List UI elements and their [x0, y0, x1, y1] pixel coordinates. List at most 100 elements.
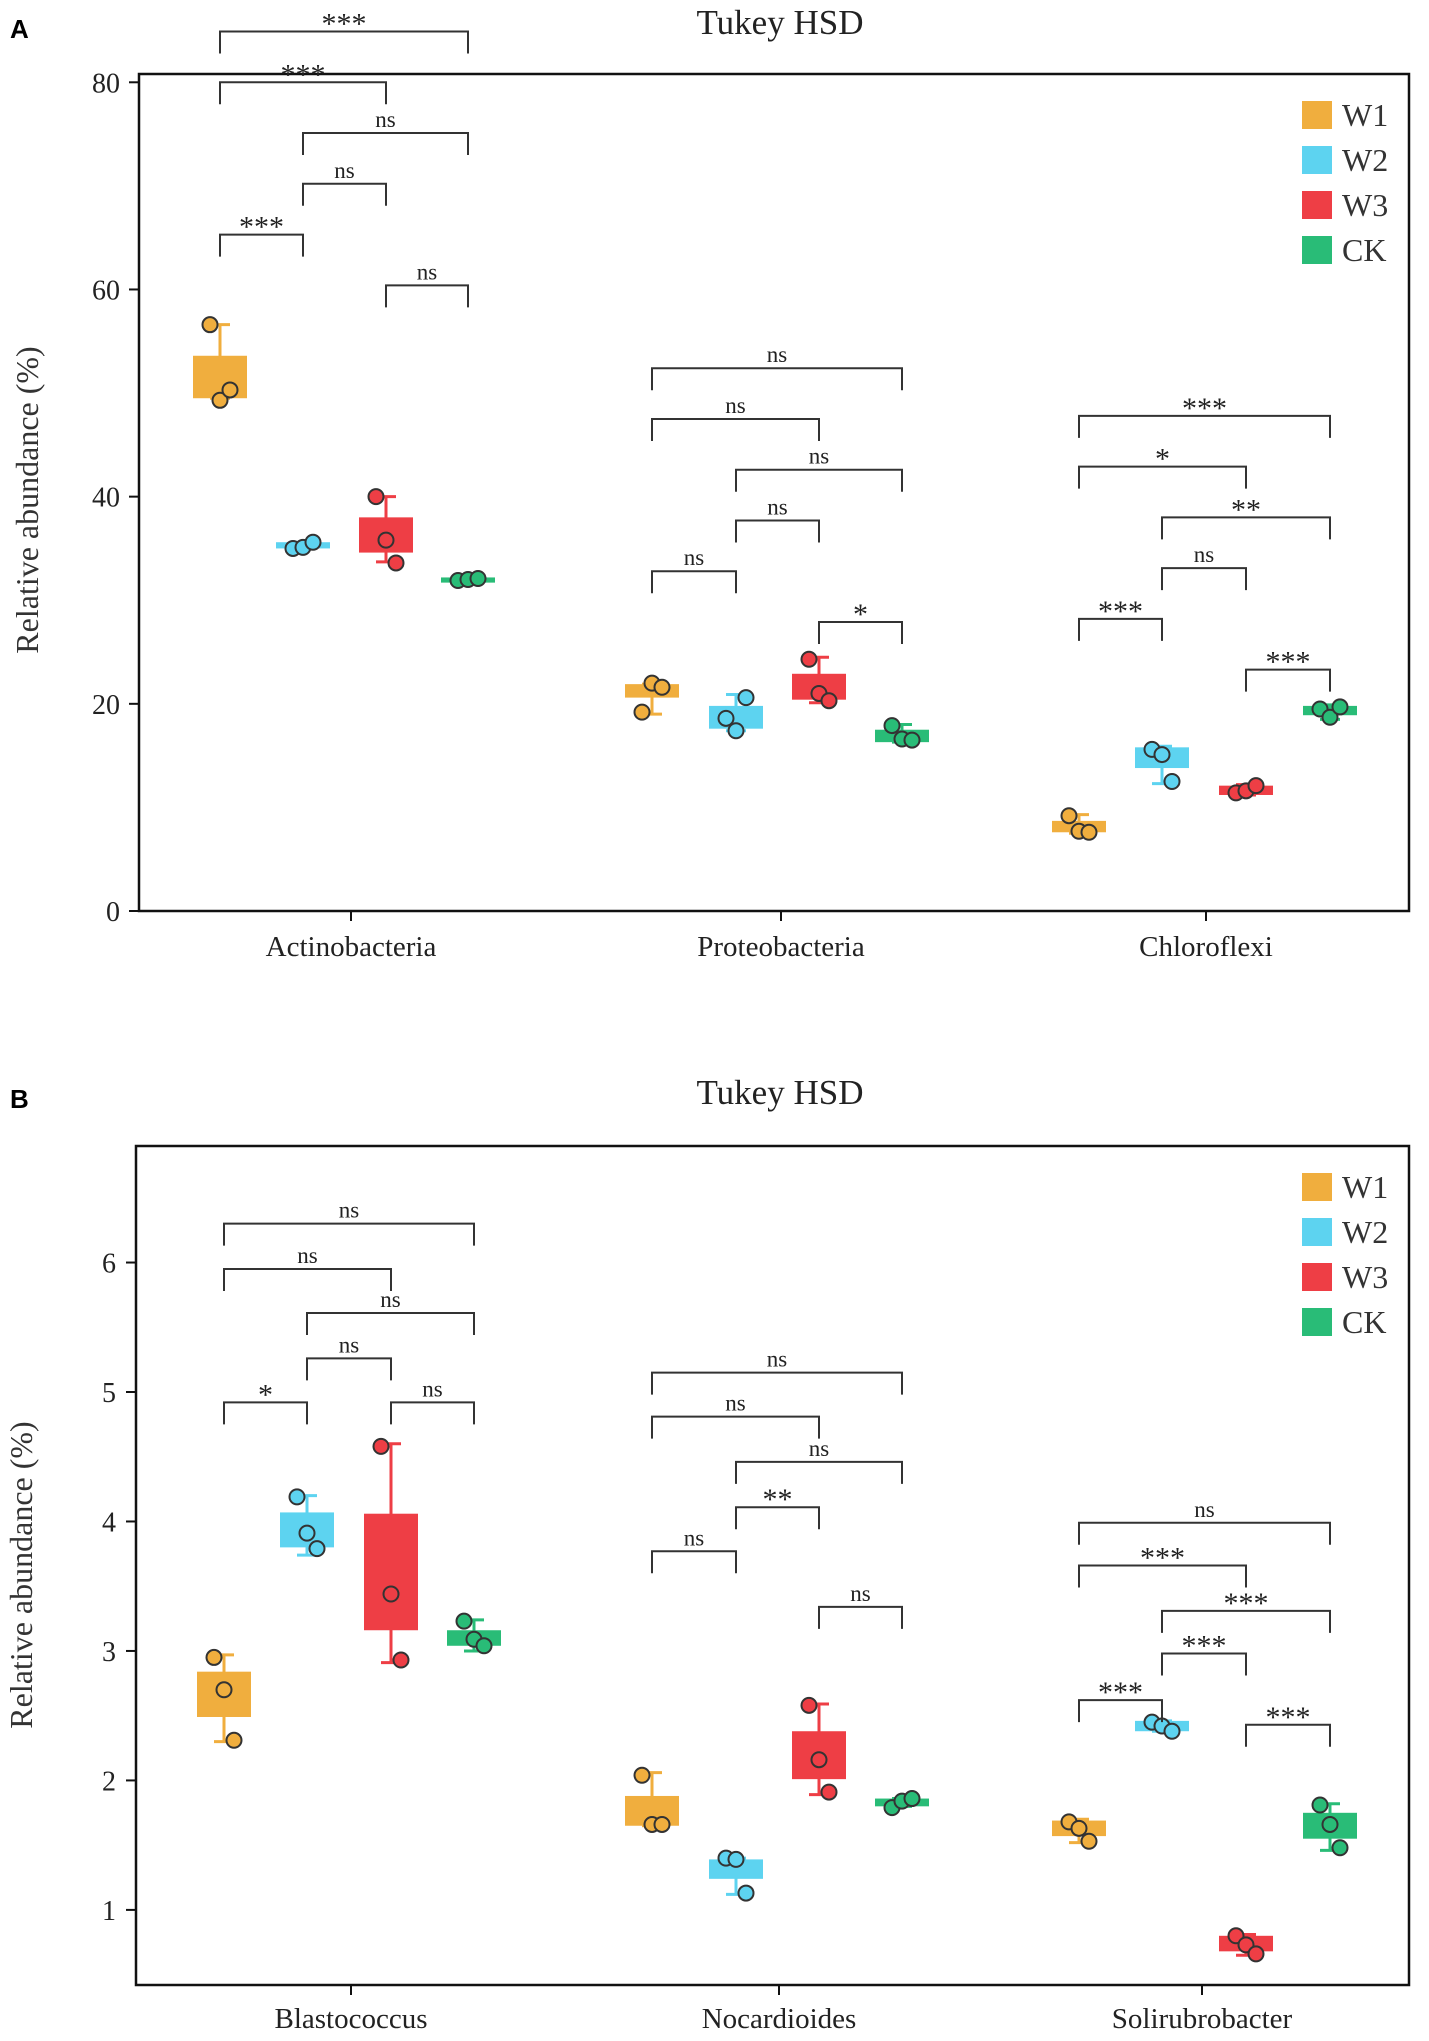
y-tick-label: 40: [92, 483, 120, 514]
significance-bracket-proteobacteria-w3-vs-ck: [818, 620, 903, 644]
legend-label-w1: W1: [1342, 97, 1388, 133]
significance-bracket-actinobacteria-w1-vs-ck: [219, 30, 469, 54]
significance-label-proteobacteria-w1-vs-w2: ns: [684, 545, 705, 570]
legend-swatch-ck: [1302, 1308, 1332, 1336]
significance-bracket-solirubrobacter-w1-vs-w2: [1078, 1699, 1163, 1723]
significance-bracket-blastococcus-w1-vs-w3: [223, 1268, 392, 1291]
data-point-nocardioides-w3: [810, 1751, 828, 1769]
panel-b-plot-frame: [134, 1144, 1411, 1987]
legend-label-ck: CK: [1342, 1304, 1386, 1340]
panel-a-legend: W1 W2 W3 CK: [1302, 97, 1388, 268]
significance-bracket-solirubrobacter-w2-vs-w3: [1161, 1652, 1247, 1676]
significance-label-chloroflexi-w1-vs-w3: *: [1155, 443, 1170, 476]
data-point-nocardioides-w2: [727, 1850, 745, 1868]
x-category-label-proteobacteria: Proteobacteria: [697, 931, 865, 963]
significance-label-actinobacteria-w3-vs-ck: ns: [417, 259, 438, 284]
significance-label-solirubrobacter-w1-vs-w3: ***: [1140, 1542, 1185, 1575]
data-point-blastococcus-w2: [298, 1524, 316, 1542]
data-point-blastococcus-w2: [308, 1540, 326, 1558]
legend-label-w3: W3: [1342, 1259, 1388, 1295]
data-point-chloroflexi-ck: [1331, 698, 1349, 716]
significance-label-blastococcus-w1-vs-w2: *: [258, 1378, 273, 1411]
legend-label-w2: W2: [1342, 1214, 1388, 1250]
significance-label-chloroflexi-w2-vs-ck: **: [1231, 493, 1261, 526]
data-point-blastococcus-w1: [225, 1731, 243, 1749]
significance-label-blastococcus-w3-vs-ck: ns: [422, 1376, 443, 1401]
significance-label-blastococcus-w1-vs-w3: ns: [297, 1243, 318, 1268]
legend-swatch-w2: [1302, 146, 1332, 174]
data-point-proteobacteria-w1: [653, 678, 671, 696]
significance-label-solirubrobacter-w3-vs-ck: ***: [1266, 1701, 1311, 1734]
significance-label-nocardioides-w2-vs-w3: **: [763, 1483, 793, 1516]
significance-label-actinobacteria-w2-vs-ck: ns: [375, 107, 396, 132]
significance-label-proteobacteria-w2-vs-ck: ns: [809, 444, 830, 469]
legend-label-w1: W1: [1342, 1169, 1388, 1205]
data-point-solirubrobacter-w2: [1163, 1722, 1181, 1740]
panel-a: A Tukey HSD Relative abundance (%) 0 20 40…: [9, 3, 1411, 963]
significance-bracket-solirubrobacter-w3-vs-ck: [1245, 1723, 1331, 1747]
x-category-label-blastococcus: Blastococcus: [274, 2003, 427, 2035]
data-point-proteobacteria-w2: [737, 689, 755, 707]
data-point-actinobacteria-w3: [387, 554, 405, 572]
significance-bracket-actinobacteria-w1-vs-w3: [219, 81, 387, 105]
data-point-chloroflexi-w2: [1163, 773, 1181, 791]
data-point-solirubrobacter-ck: [1331, 1839, 1349, 1857]
significance-label-proteobacteria-w1-vs-ck: ns: [767, 342, 788, 367]
data-point-solirubrobacter-ck: [1321, 1815, 1339, 1833]
legend-label-w2: W2: [1342, 142, 1388, 178]
y-tick-label: 2: [102, 1766, 116, 1797]
significance-label-chloroflexi-w3-vs-ck: ***: [1266, 646, 1311, 679]
legend-swatch-w3: [1302, 1263, 1332, 1291]
data-point-solirubrobacter-w3: [1247, 1945, 1265, 1963]
data-point-nocardioides-w1: [653, 1815, 671, 1833]
significance-label-nocardioides-w1-vs-w3: ns: [725, 1391, 746, 1416]
y-tick-label: 4: [102, 1507, 116, 1538]
significance-label-proteobacteria-w1-vs-w3: ns: [725, 393, 746, 418]
data-point-actinobacteria-w1: [211, 391, 229, 409]
significance-bracket-solirubrobacter-w1-vs-ck: [1078, 1521, 1331, 1545]
panel-b-letter: B: [10, 1084, 29, 1114]
significance-bracket-actinobacteria-w3-vs-ck: [385, 284, 469, 308]
panel-b-y-axis-label: Relative abundance (%): [3, 1421, 39, 1728]
x-category-label-chloroflexi: Chloroflexi: [1139, 931, 1273, 963]
data-point-actinobacteria-w1: [221, 381, 239, 399]
significance-bracket-nocardioides-w1-vs-w2: [651, 1550, 737, 1574]
y-tick-label: 20: [92, 690, 120, 721]
data-point-proteobacteria-w3: [820, 692, 838, 710]
data-point-blastococcus-w3: [372, 1437, 390, 1455]
significance-bracket-nocardioides-w2-vs-w3: [735, 1506, 820, 1530]
y-tick-label: 0: [106, 897, 120, 928]
legend-swatch-ck: [1302, 236, 1332, 264]
significance-label-solirubrobacter-w2-vs-w3: ***: [1182, 1630, 1227, 1663]
significance-label-blastococcus-w2-vs-w3: ns: [339, 1332, 360, 1357]
significance-bracket-chloroflexi-w1-vs-w2: [1078, 617, 1163, 641]
data-point-actinobacteria-w2: [304, 533, 322, 551]
data-point-proteobacteria-ck: [903, 731, 921, 749]
panel-a-y-axis-label: Relative abundance (%): [9, 346, 45, 653]
data-point-blastococcus-w3: [392, 1651, 410, 1669]
significance-label-nocardioides-w1-vs-w2: ns: [684, 1525, 705, 1550]
legend-swatch-w2: [1302, 1218, 1332, 1246]
data-point-blastococcus-ck: [475, 1637, 493, 1655]
data-point-proteobacteria-w2: [717, 709, 735, 727]
data-point-solirubrobacter-ck: [1311, 1796, 1329, 1814]
significance-bracket-proteobacteria-w2-vs-ck: [735, 468, 903, 492]
data-point-blastococcus-w1: [215, 1681, 233, 1699]
significance-bracket-chloroflexi-w2-vs-w3: [1161, 567, 1247, 591]
significance-bracket-proteobacteria-w1-vs-w2: [651, 570, 737, 594]
data-point-blastococcus-ck: [455, 1612, 473, 1630]
legend-swatch-w1: [1302, 1173, 1332, 1201]
panel-b-marks: 1 2 3 4 5 6 Blastococcus Nocardioides Solirubrob…: [102, 1198, 1357, 2035]
significance-label-nocardioides-w2-vs-ck: ns: [809, 1436, 830, 1461]
significance-bracket-chloroflexi-w3-vs-ck: [1245, 668, 1331, 692]
y-tick-label: 3: [102, 1637, 116, 1668]
legend-swatch-w1: [1302, 101, 1332, 129]
significance-bracket-nocardioides-w1-vs-ck: [651, 1371, 903, 1395]
data-point-blastococcus-w2: [288, 1488, 306, 1506]
data-point-nocardioides-w3: [820, 1783, 838, 1801]
significance-label-chloroflexi-w2-vs-w3: ns: [1194, 542, 1215, 567]
significance-label-actinobacteria-w1-vs-w3: ***: [281, 58, 326, 91]
significance-label-solirubrobacter-w1-vs-ck: ns: [1194, 1497, 1215, 1522]
significance-bracket-solirubrobacter-w2-vs-ck: [1161, 1609, 1331, 1633]
